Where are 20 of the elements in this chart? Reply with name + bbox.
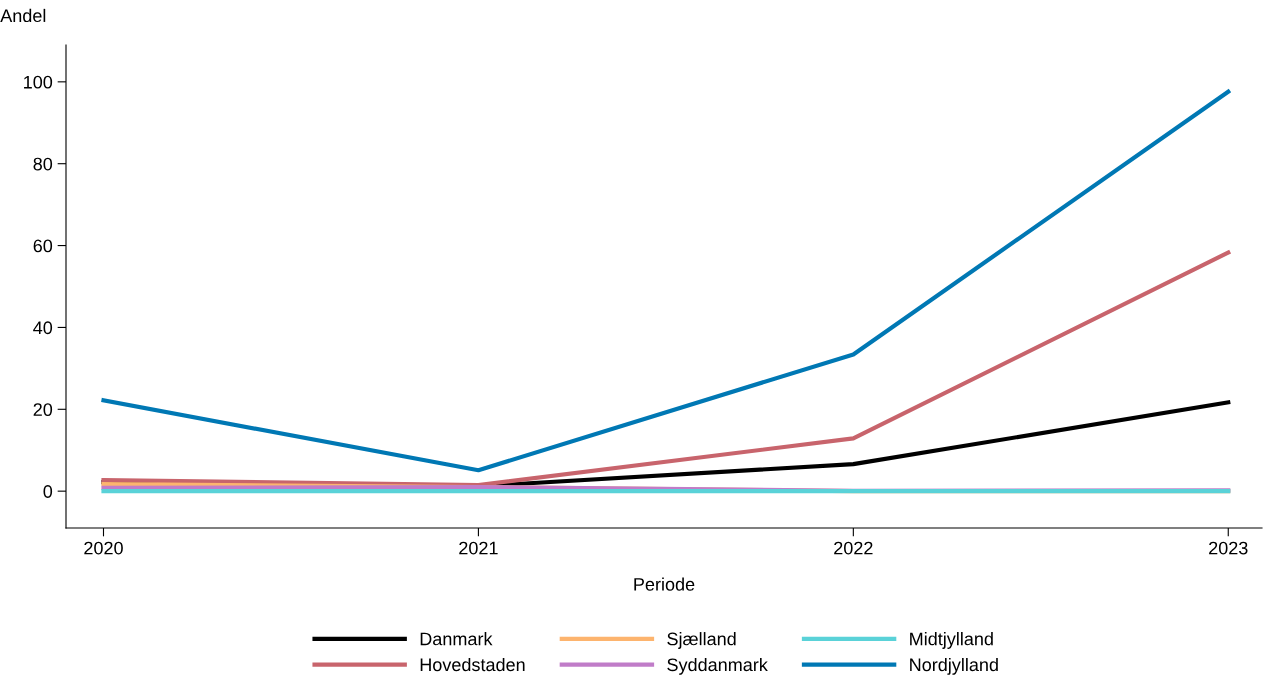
y-tick-label: 100 [24, 75, 53, 89]
y-tick-label: 20 [33, 403, 53, 417]
legend-label: Syddanmark [667, 657, 768, 675]
x-axis-title: Periode [634, 577, 695, 591]
x-tick-label: 2021 [459, 541, 498, 555]
x-tick-label: 2020 [84, 541, 123, 555]
y-tick-label: 80 [33, 157, 53, 171]
y-axis-title: Andel [0, 8, 46, 23]
legend-label: Nordjylland [910, 657, 998, 675]
line-series [101, 250, 1231, 488]
legend-label: Danmark [420, 632, 493, 646]
legend-label: Midtjylland [910, 632, 993, 649]
legend-label: Hovedstaden [420, 657, 525, 672]
y-tick-label: 60 [33, 239, 53, 253]
y-tick-label: 0 [43, 485, 53, 498]
y-tick-label: 40 [33, 321, 53, 335]
legend-label: Sjælland [667, 632, 736, 649]
line-series [101, 89, 1231, 473]
x-tick-label: 2022 [834, 541, 873, 555]
x-tick-label: 2023 [1209, 541, 1248, 555]
